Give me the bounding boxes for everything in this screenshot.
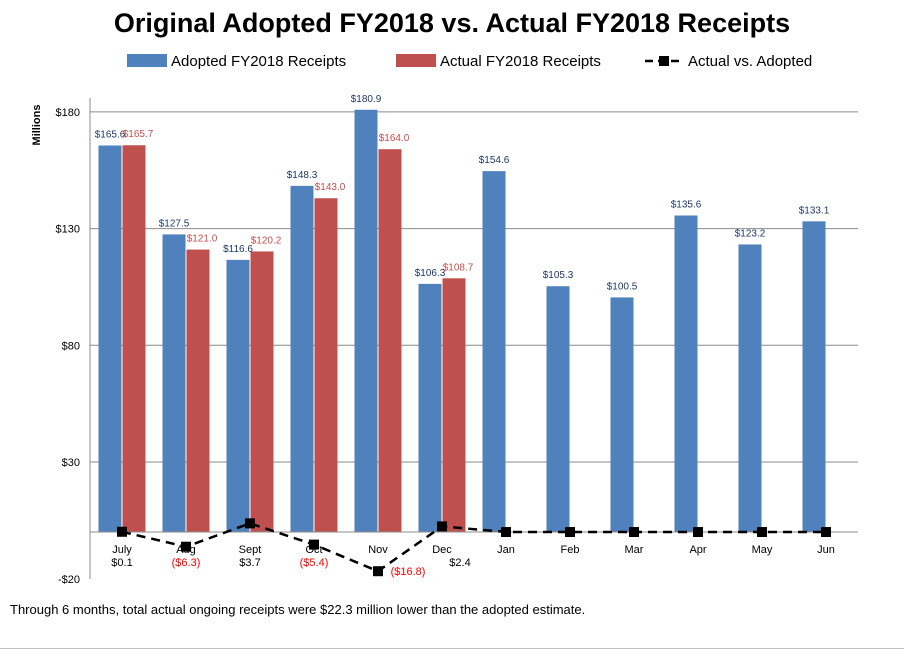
bar-adopted xyxy=(482,171,506,532)
variance-label: $2.4 xyxy=(449,557,470,569)
data-labels: $165.6$165.7 $127.5 $121.0 $116.6$120.2 $148… xyxy=(95,94,830,578)
bar-label-adopted: $154.6 xyxy=(479,155,510,166)
y-tick-label: $80 xyxy=(62,340,80,352)
legend-marker-variance xyxy=(659,56,669,66)
y-tick-label: $130 xyxy=(56,224,80,236)
bar-adopted xyxy=(546,286,570,532)
bar-adopted xyxy=(226,259,250,532)
x-tick-label: Nov xyxy=(368,544,388,556)
x-tick-label: Mar xyxy=(625,544,644,556)
bar-adopted xyxy=(674,215,698,532)
bar-label-actual: $165.7 xyxy=(123,129,154,140)
bar-label-adopted: $116.6 xyxy=(223,244,253,255)
bar-actual xyxy=(378,149,402,532)
chart-title: Original Adopted FY2018 vs. Actual FY201… xyxy=(113,8,791,38)
y-tick-label: $180 xyxy=(56,107,80,119)
bar-label-actual: $108.7 xyxy=(443,262,474,273)
bar-actual xyxy=(186,249,210,532)
x-tick-label: July xyxy=(112,544,132,556)
variance-point xyxy=(245,518,255,529)
variance-point xyxy=(309,539,319,550)
bar-label-adopted: $135.6 xyxy=(671,200,702,211)
y-tick-label: $30 xyxy=(62,457,80,469)
variance-point xyxy=(437,521,447,532)
bar-adopted xyxy=(610,297,634,532)
variance-point xyxy=(629,527,639,537)
variance-line-path xyxy=(121,522,826,573)
x-tick-label: Jan xyxy=(497,544,515,556)
y-axis-label: Millions xyxy=(31,105,43,146)
legend-swatch-adopted xyxy=(127,54,167,67)
bar-adopted xyxy=(162,234,186,532)
bar-label-adopted: $100.5 xyxy=(607,281,638,292)
bar-adopted xyxy=(738,244,762,532)
gridlines xyxy=(90,111,858,463)
variance-point xyxy=(501,527,511,537)
variance-point xyxy=(565,527,575,537)
footnote: Through 6 months, total actual ongoing r… xyxy=(10,602,586,617)
bar-actual xyxy=(442,278,466,532)
legend: Adopted FY2018 Receipts Actual FY2018 Rec… xyxy=(127,53,812,70)
bar-actual xyxy=(122,145,146,532)
x-tick-label: Feb xyxy=(561,544,580,556)
bar-adopted xyxy=(290,185,314,532)
variance-label: ($5.4) xyxy=(300,557,329,569)
variance-point xyxy=(757,527,767,537)
variance-label: ($16.8) xyxy=(391,566,426,578)
legend-label-actual: Actual FY2018 Receipts xyxy=(440,53,601,70)
x-tick-label: May xyxy=(752,544,773,556)
bar-adopted xyxy=(98,145,122,533)
bar-adopted xyxy=(354,109,378,533)
x-tick-label: Apr xyxy=(689,544,706,556)
bar-label-adopted: $165.6 xyxy=(95,129,126,140)
bar-label-actual: $121.0 xyxy=(187,234,218,245)
bar-label-adopted: $180.9 xyxy=(351,94,382,105)
variance-point xyxy=(373,566,383,577)
bar-label-adopted: $133.1 xyxy=(799,205,830,216)
variance-point xyxy=(693,527,703,537)
bar-actual xyxy=(250,251,274,532)
bar-label-adopted: $106.3 xyxy=(415,268,446,279)
bar-adopted xyxy=(418,283,442,532)
y-tick-label: -$20 xyxy=(58,574,80,586)
x-tick-label: Jun xyxy=(817,544,835,556)
legend-label-adopted: Adopted FY2018 Receipts xyxy=(171,53,346,70)
x-tick-label: Sept xyxy=(239,544,262,556)
bar-label-adopted: $123.2 xyxy=(735,228,766,239)
variance-label: $3.7 xyxy=(239,557,260,569)
bars xyxy=(98,109,826,533)
variance-line xyxy=(117,518,831,577)
variance-point xyxy=(821,527,831,537)
divider xyxy=(0,648,904,649)
bar-label-actual: $120.2 xyxy=(251,235,282,246)
variance-label: ($6.3) xyxy=(172,557,201,569)
axes: -$20$30$80$130$180MillionsJulyAugSeptOct… xyxy=(31,98,858,586)
legend-label-variance: Actual vs. Adopted xyxy=(688,53,812,70)
variance-point xyxy=(181,541,191,552)
variance-point xyxy=(117,526,127,537)
x-tick-label: Dec xyxy=(432,544,452,556)
bar-label-adopted: $105.3 xyxy=(543,270,574,281)
variance-label: $0.1 xyxy=(111,557,132,569)
bar-label-actual: $143.0 xyxy=(315,182,346,193)
bar-adopted xyxy=(802,221,826,532)
legend-swatch-actual xyxy=(396,54,436,67)
bar-actual xyxy=(314,198,338,532)
bar-label-adopted: $127.5 xyxy=(159,218,190,229)
bar-label-adopted: $148.3 xyxy=(287,170,318,181)
bar-label-actual: $164.0 xyxy=(379,133,410,144)
